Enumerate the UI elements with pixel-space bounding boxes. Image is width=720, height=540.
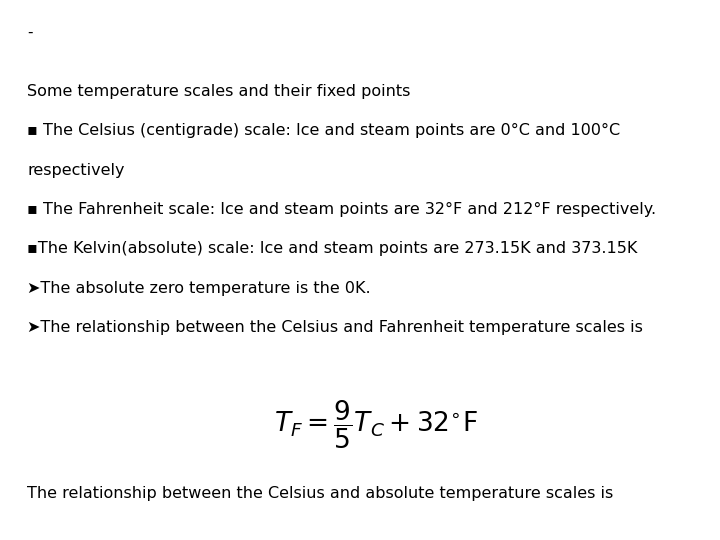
Text: ▪The Kelvin(absolute) scale: Ice and steam points are 273.15K and 373.15K: ▪The Kelvin(absolute) scale: Ice and ste…	[27, 241, 638, 256]
Text: respectively: respectively	[27, 163, 125, 178]
Text: $T_F = \dfrac{9}{5}T_C + 32^{\circ}{\mathrm{F}}$: $T_F = \dfrac{9}{5}T_C + 32^{\circ}{\mat…	[274, 399, 477, 451]
Text: -: -	[27, 24, 33, 39]
Text: ▪ The Celsius (centigrade) scale: Ice and steam points are 0°C and 100°C: ▪ The Celsius (centigrade) scale: Ice an…	[27, 123, 621, 138]
Text: Some temperature scales and their fixed points: Some temperature scales and their fixed …	[27, 84, 410, 99]
Text: The relationship between the Celsius and absolute temperature scales is: The relationship between the Celsius and…	[27, 486, 613, 501]
Text: ➤The relationship between the Celsius and Fahrenheit temperature scales is: ➤The relationship between the Celsius an…	[27, 320, 643, 335]
Text: ➤The absolute zero temperature is the 0K.: ➤The absolute zero temperature is the 0K…	[27, 281, 371, 296]
Text: ▪ The Fahrenheit scale: Ice and steam points are 32°F and 212°F respectively.: ▪ The Fahrenheit scale: Ice and steam po…	[27, 202, 657, 217]
